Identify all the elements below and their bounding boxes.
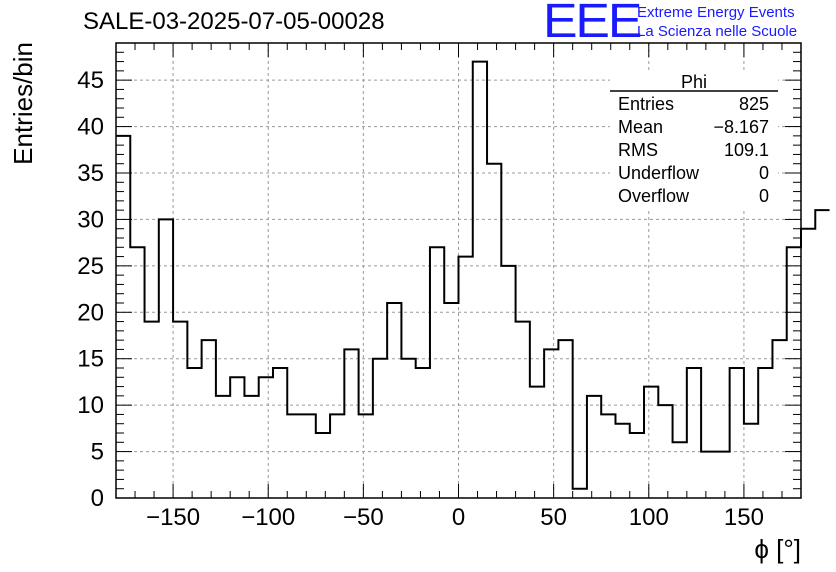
histogram-bin xyxy=(744,424,758,498)
histogram-bin xyxy=(573,489,587,498)
x-tick-label: −100 xyxy=(241,504,295,531)
histogram-bin xyxy=(730,368,744,498)
histogram-bin xyxy=(287,414,301,498)
histogram-bin xyxy=(216,396,230,498)
histogram-bin xyxy=(373,359,387,498)
stats-label: Overflow xyxy=(618,186,690,206)
histogram-bin xyxy=(230,377,244,498)
x-tick-label: 100 xyxy=(629,504,669,531)
histogram-bin xyxy=(459,257,473,498)
histogram-bin xyxy=(544,349,558,498)
y-axis-label: Entries/bin xyxy=(8,42,38,165)
x-tick-label: 50 xyxy=(540,504,567,531)
chart-title: SALE-03-2025-07-05-00028 xyxy=(83,8,385,35)
y-tick-label: 0 xyxy=(91,485,104,512)
histogram-bin xyxy=(273,368,287,498)
histogram-bin xyxy=(772,340,786,498)
stats-label: RMS xyxy=(618,140,658,160)
eee-logo: EEE xyxy=(543,0,642,48)
stats-value: 825 xyxy=(739,94,769,114)
histogram-bin xyxy=(473,62,487,498)
histogram-bin xyxy=(430,247,444,498)
histogram-bin xyxy=(316,433,330,498)
y-tick-label: 35 xyxy=(77,160,104,187)
y-tick-label: 15 xyxy=(77,346,104,373)
histogram-bin xyxy=(444,303,458,498)
histogram-bin xyxy=(487,164,501,498)
stats-box-title: Phi xyxy=(681,72,707,92)
logo-caption: Extreme Energy Events La Scienza nelle S… xyxy=(637,3,797,41)
y-tick-label: 40 xyxy=(77,114,104,141)
stats-label: Entries xyxy=(618,94,674,114)
x-tick-label: −50 xyxy=(343,504,384,531)
histogram-bin xyxy=(615,424,629,498)
stats-value: 0 xyxy=(759,186,769,206)
histogram-bin xyxy=(116,136,130,498)
y-tick-label: 45 xyxy=(77,67,104,94)
histogram-bin xyxy=(187,368,201,498)
histogram-bin xyxy=(715,452,729,498)
y-tick-label: 30 xyxy=(77,206,104,233)
stats-label: Underflow xyxy=(618,163,700,183)
histogram-bin xyxy=(202,340,216,498)
histogram-bin xyxy=(387,303,401,498)
histogram-bin xyxy=(302,414,316,498)
histogram-bin xyxy=(558,340,572,498)
histogram-bin xyxy=(145,322,159,498)
histogram-bin xyxy=(244,396,258,498)
stats-value: 0 xyxy=(759,163,769,183)
histogram-bin xyxy=(516,322,530,498)
histogram-bin xyxy=(658,405,672,498)
histogram-bin xyxy=(130,247,144,498)
histogram-bin xyxy=(330,414,344,498)
x-axis-label: ϕ [°] xyxy=(754,534,801,564)
histogram-bin xyxy=(687,368,701,498)
y-tick-label: 20 xyxy=(77,299,104,326)
histogram-bin xyxy=(673,442,687,498)
histogram-bin xyxy=(701,452,715,498)
y-tick-label: 5 xyxy=(91,439,104,466)
histogram-bin xyxy=(644,387,658,498)
histogram-line xyxy=(116,60,830,490)
logo-caption-line2: La Scienza nelle Scuole xyxy=(637,23,798,40)
histogram-bin xyxy=(359,414,373,498)
stats-label: Mean xyxy=(618,117,663,137)
histogram-bin xyxy=(758,368,772,498)
stats-box xyxy=(610,72,778,210)
histogram-bin xyxy=(587,396,601,498)
histogram-bin xyxy=(801,229,815,498)
histogram-bin xyxy=(159,219,173,498)
stats-value: −8.167 xyxy=(713,117,769,137)
histogram-bin xyxy=(530,387,544,498)
histogram-bin xyxy=(630,433,644,498)
histogram-bin xyxy=(173,322,187,498)
histogram-bin xyxy=(344,349,358,498)
histogram-bin xyxy=(259,377,273,498)
histogram-bin xyxy=(401,359,415,498)
histogram-bin xyxy=(601,414,615,498)
x-tick-label: −150 xyxy=(146,504,200,531)
y-tick-label: 25 xyxy=(77,253,104,280)
histogram-bin xyxy=(416,368,430,498)
y-tick-label: 10 xyxy=(77,392,104,419)
histogram-bin xyxy=(815,210,829,498)
x-tick-label: 0 xyxy=(452,504,465,531)
logo-caption-line1: Extreme Energy Events xyxy=(637,4,795,21)
stats-value: 109.1 xyxy=(724,140,769,160)
histogram-bin xyxy=(501,266,515,498)
x-tick-label: 150 xyxy=(724,504,764,531)
